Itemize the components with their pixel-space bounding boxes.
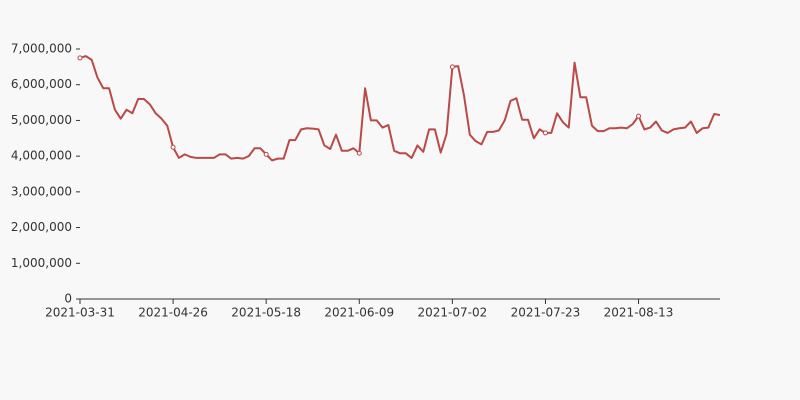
point: [356, 150, 362, 156]
y-tick-label: 7,000,000: [11, 42, 72, 56]
y-tick-label: 5,000,000: [11, 113, 72, 127]
y-tick-label: 4,000,000: [11, 149, 72, 163]
point: [263, 151, 269, 157]
point: [542, 130, 548, 136]
point: [170, 144, 176, 150]
y-tick-label: 2,000,000: [11, 220, 72, 234]
point: [77, 55, 83, 61]
x-tick-label: 2021-03-31: [45, 306, 115, 320]
point: [449, 64, 455, 70]
y-tick-label: 6,000,000: [11, 77, 72, 91]
x-tick-label: 2021-05-18: [231, 306, 301, 320]
point: [636, 113, 642, 119]
x-tick-label: 2021-04-26: [138, 306, 208, 320]
x-tick-label: 2021-08-13: [604, 306, 674, 320]
y-tick-label: 0: [64, 292, 72, 306]
x-tick-label: 2021-07-02: [417, 306, 487, 320]
y-tick-label: 3,000,000: [11, 184, 72, 198]
line: [79, 55, 721, 162]
x-tick-label: 2021-06-09: [324, 306, 394, 320]
x-tick-label: 2021-07-23: [511, 306, 581, 320]
y-tick-label: 1,000,000: [11, 256, 72, 270]
